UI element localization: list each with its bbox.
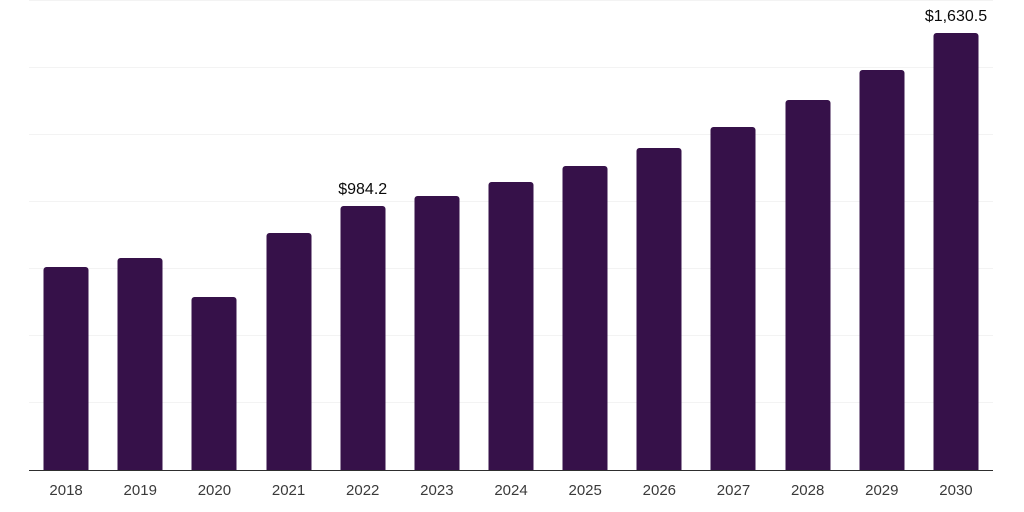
bar-slot-2023 — [400, 0, 474, 470]
x-tick-label-2028: 2028 — [790, 482, 825, 499]
x-axis-tick-labels: 2018 2019 2020 2021 2022 2023 2024 2025 2026 2027… — [29, 481, 993, 501]
x-tick-label-2024: 2024 — [494, 482, 528, 499]
bar-2028 — [785, 99, 831, 470]
x-tick-label-2022: 2022 — [346, 482, 380, 499]
bar-slot-2026 — [622, 0, 696, 470]
bar-2018 — [43, 266, 89, 470]
x-tick-label-2029: 2029 — [865, 482, 899, 499]
bar-2027 — [710, 126, 756, 470]
bar-slot-2030: $1,630.5 — [919, 0, 993, 470]
bar-2020 — [191, 296, 237, 470]
bar-slot-2029 — [845, 0, 919, 470]
gridline — [29, 67, 993, 69]
bar-2023 — [414, 195, 460, 470]
bar-2019 — [117, 257, 163, 470]
x-tick-label-2030: 2030 — [939, 482, 973, 499]
x-tick-label-2020: 2020 — [197, 482, 232, 499]
bar-slot-2021 — [251, 0, 325, 470]
bar-slot-2024 — [474, 0, 548, 470]
bar-slot-2027 — [696, 0, 770, 470]
bar-2024 — [488, 181, 534, 470]
x-tick-label-2027: 2027 — [716, 482, 751, 499]
data-label-2030: $1,630.5 — [924, 8, 988, 26]
bar-2025 — [562, 165, 608, 470]
x-tick-label-2026: 2026 — [642, 482, 677, 499]
bar-slot-2025 — [548, 0, 622, 470]
bar-slot-2019 — [103, 0, 177, 470]
bar-2029 — [859, 69, 905, 470]
x-tick-label-2021: 2021 — [271, 482, 306, 499]
x-tick-label-2019: 2019 — [123, 482, 157, 499]
bar-slots: $984.2 $1,630.5 — [29, 0, 993, 470]
bar-2021 — [266, 232, 312, 470]
bar-slot-2028 — [771, 0, 845, 470]
x-tick-label-2025: 2025 — [568, 482, 602, 499]
gridline — [29, 134, 993, 136]
bar-slot-2018 — [29, 0, 103, 470]
bar-2026 — [636, 147, 682, 470]
bar-slot-2022: $984.2 — [326, 0, 400, 470]
plot-area: $984.2 $1,630.5 — [29, 0, 993, 471]
gridline — [29, 0, 993, 2]
bar-slot-2020 — [177, 0, 251, 470]
x-tick-label-2018: 2018 — [49, 482, 83, 499]
x-tick-label-2023: 2023 — [420, 482, 454, 499]
bar-2030 — [933, 33, 979, 470]
data-label-2022: $984.2 — [338, 181, 388, 199]
bar-2022 — [340, 206, 386, 470]
